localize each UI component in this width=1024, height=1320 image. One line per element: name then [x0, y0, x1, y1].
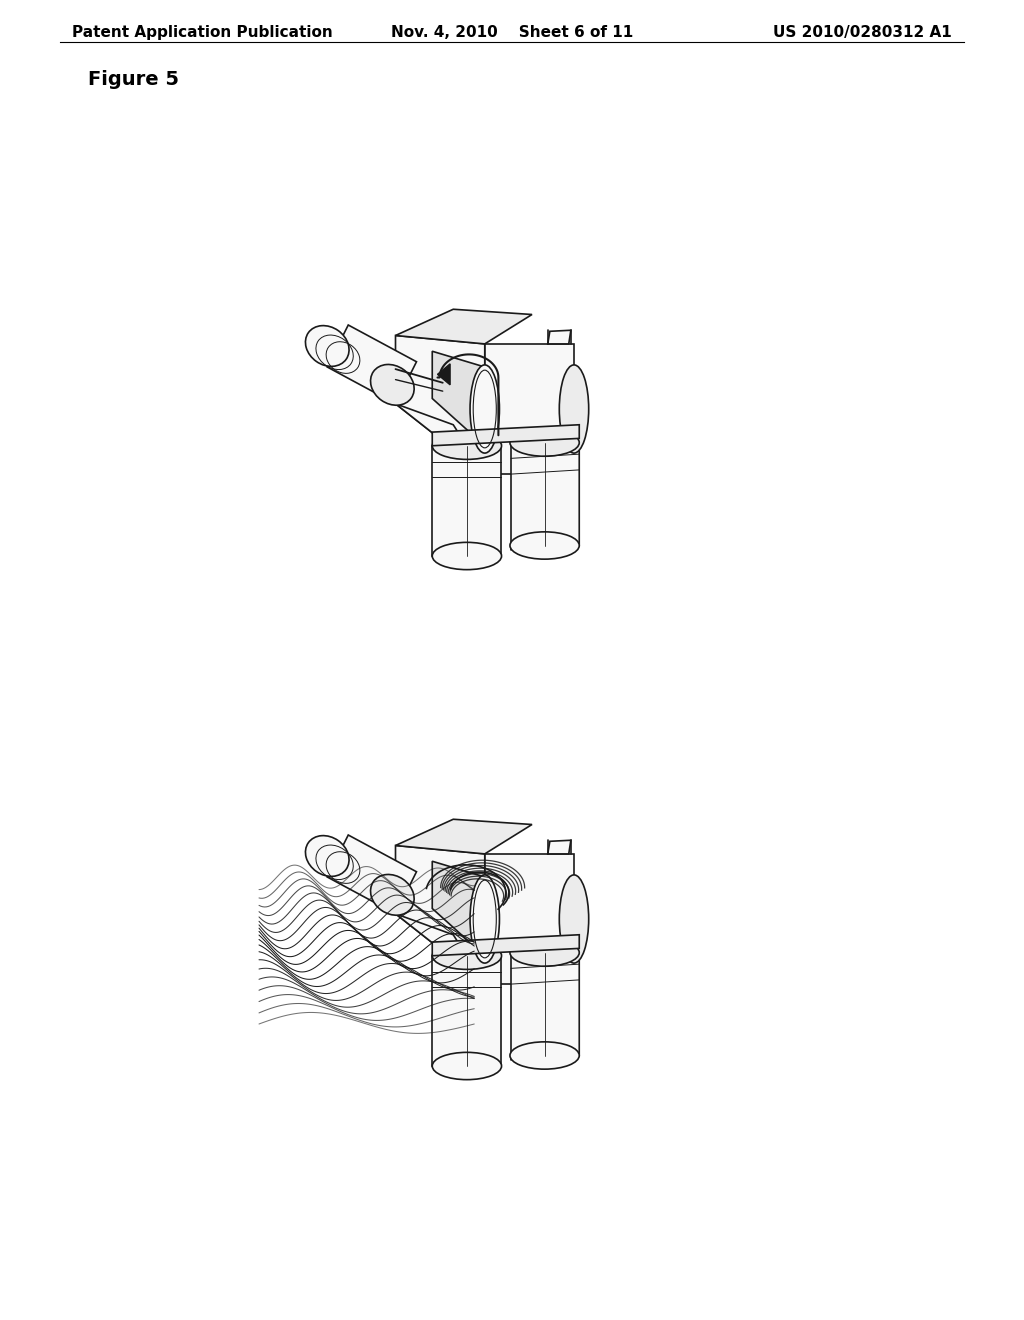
Ellipse shape	[371, 364, 414, 405]
Polygon shape	[548, 330, 570, 345]
Ellipse shape	[432, 942, 502, 969]
Polygon shape	[432, 956, 501, 1067]
Polygon shape	[328, 836, 417, 913]
Ellipse shape	[470, 364, 500, 453]
Polygon shape	[395, 335, 484, 474]
Polygon shape	[395, 820, 532, 854]
Polygon shape	[395, 309, 532, 345]
Text: Figure 5: Figure 5	[88, 70, 179, 88]
Ellipse shape	[510, 939, 580, 966]
Polygon shape	[395, 846, 484, 985]
Ellipse shape	[510, 429, 580, 457]
Ellipse shape	[559, 875, 589, 964]
Polygon shape	[432, 425, 580, 446]
Polygon shape	[395, 913, 484, 985]
Polygon shape	[511, 438, 580, 549]
Polygon shape	[511, 948, 580, 1060]
Ellipse shape	[305, 836, 349, 876]
Polygon shape	[484, 345, 574, 474]
Ellipse shape	[432, 543, 502, 570]
Polygon shape	[432, 351, 484, 446]
Ellipse shape	[510, 1041, 580, 1069]
Text: Patent Application Publication: Patent Application Publication	[72, 25, 333, 40]
Polygon shape	[548, 841, 570, 854]
Ellipse shape	[305, 326, 349, 367]
Polygon shape	[395, 404, 484, 474]
Polygon shape	[484, 854, 574, 985]
Ellipse shape	[510, 532, 580, 560]
Polygon shape	[432, 935, 580, 956]
Ellipse shape	[559, 364, 589, 453]
Polygon shape	[437, 364, 451, 385]
Text: US 2010/0280312 A1: US 2010/0280312 A1	[773, 25, 952, 40]
Text: Nov. 4, 2010    Sheet 6 of 11: Nov. 4, 2010 Sheet 6 of 11	[391, 25, 633, 40]
Polygon shape	[432, 861, 484, 956]
Ellipse shape	[432, 1052, 502, 1080]
Polygon shape	[432, 446, 501, 556]
Ellipse shape	[470, 875, 500, 964]
Polygon shape	[328, 325, 417, 404]
Ellipse shape	[371, 874, 414, 915]
Ellipse shape	[432, 432, 502, 459]
